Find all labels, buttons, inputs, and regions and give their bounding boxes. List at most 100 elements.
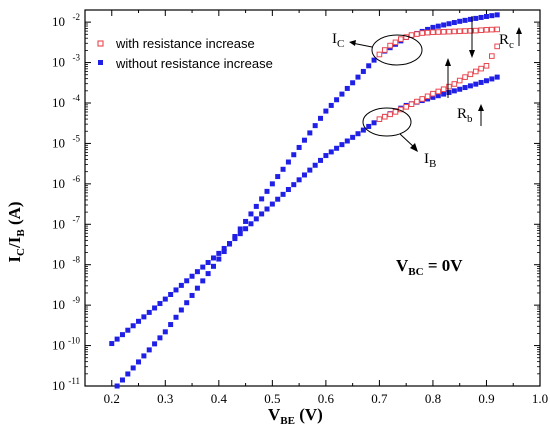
y-tick-exponent: -11 [68,376,80,386]
marker-filled [114,383,120,389]
marker-filled [355,74,361,80]
y-tick-label: 10 [52,338,65,353]
y-tick-label: 10 [52,216,65,231]
marker-filled [328,102,334,108]
marker-filled [264,206,270,212]
marker-filled [307,130,313,136]
marker-filled [489,76,495,82]
marker-open [419,30,426,36]
marker-filled [125,371,131,377]
y-tick-label: 10 [52,297,65,312]
marker-open [462,74,468,80]
marker-open [430,90,436,97]
marker-filled [446,89,452,95]
marker-open [467,28,474,34]
marker-open [494,26,500,33]
marker-filled [467,16,473,22]
marker-open [472,27,479,34]
marker-open [387,111,393,118]
marker-open [435,88,442,95]
marker-filled [360,127,366,133]
marker-filled [483,78,489,84]
marker-filled [178,307,184,313]
vbc-annotation: VBC = 0V [396,256,463,278]
rb-mark-head [478,104,484,111]
ib-label: IB [424,151,436,170]
marker-filled [285,159,291,165]
y-tick-label: 10 [52,135,65,150]
marker-open [419,96,426,102]
marker-open [376,51,383,58]
marker-filled [371,120,377,126]
marker-filled [301,172,307,178]
marker-open [435,29,442,35]
marker-filled [280,166,286,172]
marker-filled [264,188,270,194]
marker-filled [125,327,131,333]
rb-label: Rb [457,106,473,125]
marker-open [478,65,484,72]
marker-filled [371,57,377,63]
marker-filled [119,332,125,338]
marker-open [451,28,458,35]
marker-filled [157,301,163,307]
marker-open [483,27,490,33]
marker-open [494,43,500,50]
marker-filled [473,81,479,87]
marker-filled [483,13,489,19]
y-tick-label: 10 [52,378,65,393]
marker-filled [467,83,473,89]
marker-open [440,29,447,35]
marker-filled [248,211,254,217]
y-tick-label: 10 [52,257,65,272]
marker-filled [301,137,307,143]
marker-filled [130,323,136,329]
marker-filled [136,359,142,365]
marker-filled [435,93,441,99]
marker-filled [237,226,243,232]
marker-filled [478,14,484,20]
y-tick-exponent: -5 [73,133,81,143]
marker-filled [339,91,345,97]
x-tick-label: 0.6 [318,391,335,406]
marker-filled [259,211,265,217]
marker-filled [430,94,436,100]
marker-filled [173,314,179,320]
marker-filled [168,322,174,328]
marker-filled [441,91,447,97]
marker-open [424,93,431,100]
marker-filled [285,187,291,193]
marker-filled [162,296,168,302]
marker-filled [275,174,281,180]
marker-filled [146,309,152,315]
marker-open [462,28,468,34]
marker-filled [269,181,275,187]
marker-open [489,53,495,59]
x-tick-label: 0.7 [371,391,388,406]
y-tick-exponent: -2 [73,12,81,22]
marker-open [414,98,420,105]
y-tick-exponent: -4 [73,93,81,103]
marker-open [392,39,399,46]
legend-marker-open [97,40,104,47]
marker-open [446,28,452,35]
marker-open [424,29,431,36]
ic-arrow-head [349,40,356,46]
marker-filled [259,196,265,202]
marker-open [483,62,490,69]
marker-filled [227,241,233,247]
marker-open [398,36,404,42]
marker-filled [457,18,463,24]
x-tick-label: 0.3 [157,391,173,406]
marker-filled [441,22,447,28]
marker-filled [200,264,206,270]
marker-filled [334,97,340,103]
x-tick-label: 1.0 [532,391,548,406]
y-tick-label: 10 [52,95,65,110]
marker-filled [462,85,468,91]
plot-frame [84,9,541,387]
marker-filled [334,145,340,151]
marker-filled [430,24,436,30]
marker-filled [189,292,195,298]
marker-filled [344,85,350,91]
